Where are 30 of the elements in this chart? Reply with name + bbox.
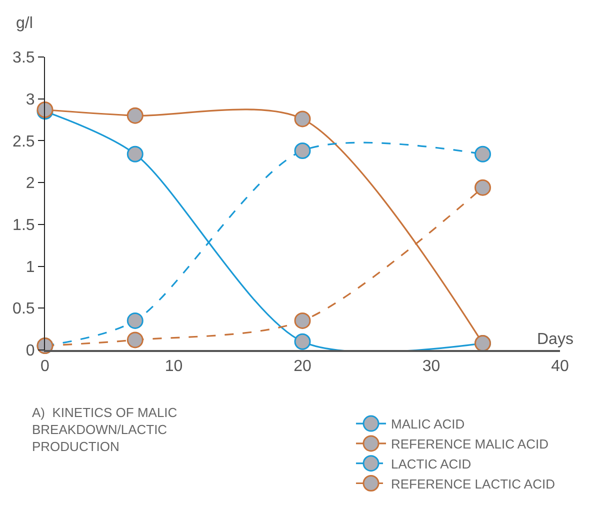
point (294, 333, 311, 350)
point (126, 332, 144, 348)
y-axis-title: g/l (16, 15, 33, 32)
y-tick-label: 1 (26, 258, 35, 276)
y-tick-label: 2 (26, 175, 35, 192)
x-tick-label: 20 (294, 358, 312, 376)
point (294, 312, 311, 329)
legend-label: REFERENCE LACTIC ACID (391, 476, 555, 492)
x-tick-label: 30 (422, 358, 440, 376)
text: A) KINETICS OF MALIC BREAKDOWN/LACTIC PRODUCTION (32, 405, 178, 454)
y-tick-label: 0 (26, 342, 35, 360)
x-tick-label: 10 (164, 358, 183, 376)
point (294, 142, 311, 160)
point (474, 146, 491, 162)
point (126, 312, 144, 329)
x-axis-title: Days (537, 331, 574, 348)
y-tick-label: 3 (26, 91, 35, 108)
point (474, 179, 491, 196)
y-tick-label: 2.5 (12, 133, 35, 150)
y-tick-label: 1.5 (12, 217, 35, 234)
legend-label: LACTIC ACID (391, 456, 472, 472)
point (126, 107, 144, 124)
point (294, 110, 311, 128)
legend-label: MALIC ACID (391, 416, 465, 432)
y-tick-label: 0.5 (12, 300, 35, 318)
x-tick-label: 40 (551, 358, 569, 376)
legend-label: REFERENCE MALIC ACID (391, 436, 548, 452)
x-tick-label: 0 (40, 358, 50, 376)
y-tick-label: 3.5 (12, 50, 35, 67)
point (126, 146, 144, 162)
